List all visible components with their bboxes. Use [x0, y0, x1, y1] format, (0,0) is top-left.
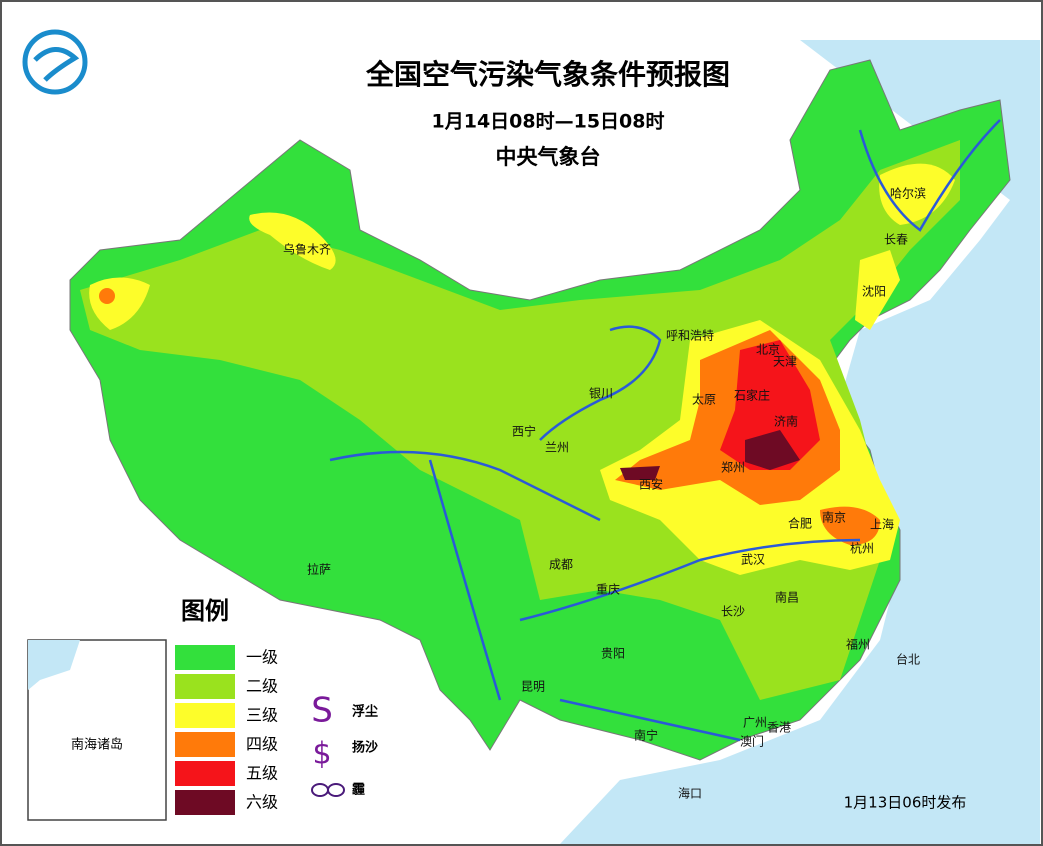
title: 全国空气污染气象条件预报图 — [365, 58, 730, 91]
city-label: 香港 — [767, 721, 791, 735]
city-label: 济南 — [774, 414, 798, 429]
city-label: 上海 — [870, 517, 894, 532]
symbol-label: 霾 — [352, 783, 365, 798]
city-label: 北京 — [756, 343, 780, 357]
city-label: 石家庄 — [734, 388, 770, 403]
city-label: 海口 — [678, 786, 702, 801]
legend-swatch — [175, 732, 235, 757]
zone-level-6 — [620, 430, 800, 480]
city-label: 南昌 — [775, 590, 799, 605]
symbol-label: 扬沙 — [352, 740, 378, 756]
legend-title: 图例 — [181, 597, 229, 625]
legend-label: 二级 — [246, 677, 278, 696]
symbol-sand: $ — [312, 737, 331, 772]
inset-sea — [28, 640, 80, 690]
zone-level-5 — [720, 340, 820, 470]
city-label: 武汉 — [741, 553, 765, 567]
symbol-dust: S — [311, 691, 333, 731]
city-label: 天津 — [773, 355, 797, 369]
city-label: 太原 — [692, 392, 716, 407]
zone-west-core — [99, 288, 115, 304]
legend-swatch — [175, 645, 235, 670]
logo-mark — [33, 47, 80, 82]
city-label: 西宁 — [512, 424, 536, 439]
city-label: 广州 — [743, 716, 767, 730]
zone-nanjing — [820, 506, 880, 545]
city-label: 西安 — [639, 477, 663, 492]
city-label: 南京 — [822, 510, 846, 525]
city-label: 乌鲁木齐 — [283, 242, 331, 257]
city-label: 长沙 — [721, 605, 745, 619]
city-label: 合肥 — [788, 516, 812, 531]
city-label: 昆明 — [521, 680, 545, 694]
city-label: 澳门 — [740, 734, 764, 749]
city-label: 长春 — [884, 233, 908, 247]
legend-label: 六级 — [246, 793, 278, 812]
legend-label: 一级 — [246, 648, 278, 667]
city-label: 呼和浩特 — [666, 328, 714, 343]
city-label: 南宁 — [634, 728, 658, 743]
city-label: 贵阳 — [601, 647, 625, 661]
city-label: 郑州 — [721, 460, 745, 475]
issuer: 中央气象台 — [496, 145, 601, 169]
legend-label: 五级 — [246, 764, 278, 783]
symbol-haze — [311, 783, 346, 797]
legend-swatch — [175, 703, 235, 728]
city-label: 银川 — [589, 387, 613, 401]
zone-shenyang — [855, 250, 900, 330]
city-label: 哈尔滨 — [890, 186, 926, 201]
sea — [560, 40, 1040, 844]
city-label: 台北 — [896, 652, 920, 667]
city-label: 成都 — [549, 558, 573, 572]
legend-swatch — [175, 674, 235, 699]
city-label: 拉萨 — [307, 562, 331, 577]
city-label: 兰州 — [545, 441, 569, 455]
city-label: 福州 — [846, 637, 870, 652]
legend-label: 三级 — [246, 706, 278, 725]
logo — [22, 29, 88, 95]
release-note: 1月13日06时发布 — [844, 794, 967, 812]
city-label: 杭州 — [850, 541, 874, 556]
zone-urumqi — [249, 212, 336, 270]
subtitle: 1月14日08时—15日08时 — [432, 111, 665, 133]
legend-label: 四级 — [246, 735, 278, 754]
legend-swatch — [175, 790, 235, 815]
legend-swatch — [175, 761, 235, 786]
city-label: 重庆 — [596, 583, 620, 597]
rivers — [329, 119, 1001, 742]
symbol-label: 浮尘 — [352, 704, 378, 720]
inset-label: 南海诸岛 — [71, 737, 123, 753]
city-label: 沈阳 — [862, 284, 886, 299]
